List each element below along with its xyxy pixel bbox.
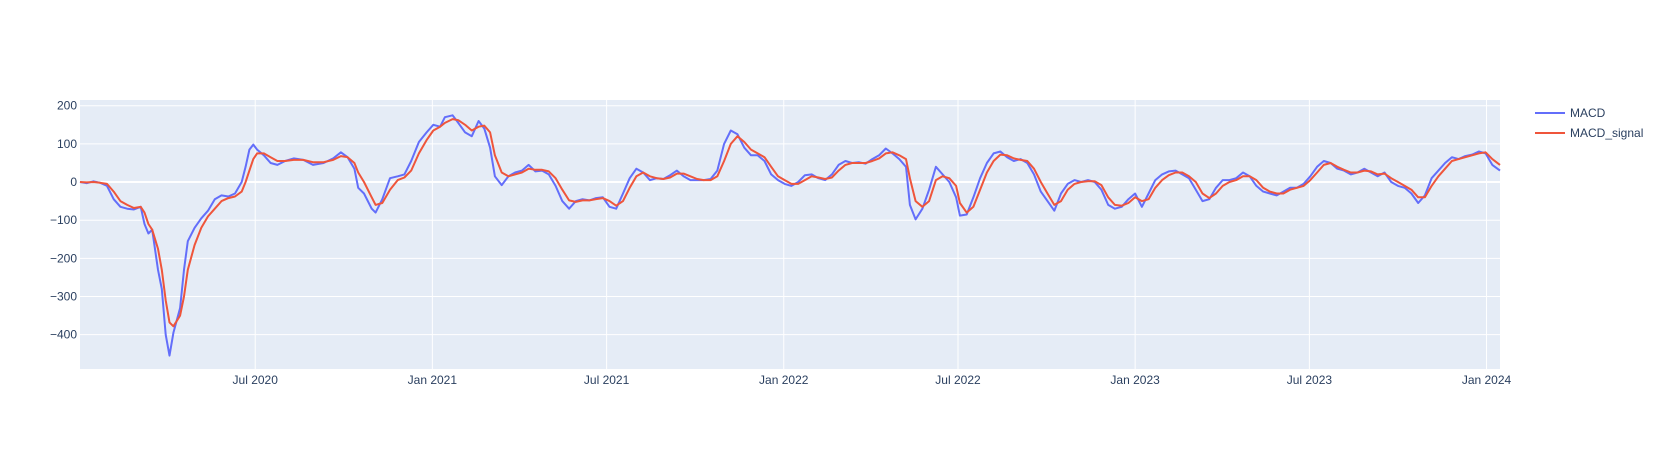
legend[interactable]: MACD MACD_signal [1535,106,1643,140]
series-lines [79,114,1501,357]
legend-label: MACD [1570,106,1606,120]
y-tick-label: 200 [57,99,77,113]
y-tick-label: 0 [70,175,77,189]
x-tick-label: Jul 2021 [584,373,630,387]
legend-item-macd[interactable]: MACD [1535,106,1606,120]
legend-label: MACD_signal [1570,126,1643,140]
x-tick-label: Jan 2023 [1110,373,1160,387]
x-tick-label: Jan 2022 [759,373,809,387]
legend-item-macd-signal[interactable]: MACD_signal [1535,126,1643,140]
x-tick-label: Jan 2024 [1462,373,1512,387]
grid-lines [80,100,1500,369]
x-tick-label: Jul 2020 [233,373,279,387]
plot-background [80,100,1500,369]
y-tick-label: 100 [57,137,77,151]
series-line-macd-signal [79,118,1501,328]
x-tick-label: Jan 2021 [408,373,458,387]
x-axis-ticks: Jul 2020 Jan 2021 Jul 2021 Jan 2022 Jul 2022… [233,373,1512,387]
x-tick-label: Jul 2023 [1287,373,1333,387]
x-tick-label: Jul 2022 [935,373,981,387]
y-tick-label: −100 [50,213,77,227]
y-axis-ticks: 200 100 0 −100 −200 −300 −400 [50,99,77,342]
y-tick-label: −300 [50,290,77,304]
y-tick-label: −200 [50,251,77,265]
y-tick-label: −400 [50,328,77,342]
